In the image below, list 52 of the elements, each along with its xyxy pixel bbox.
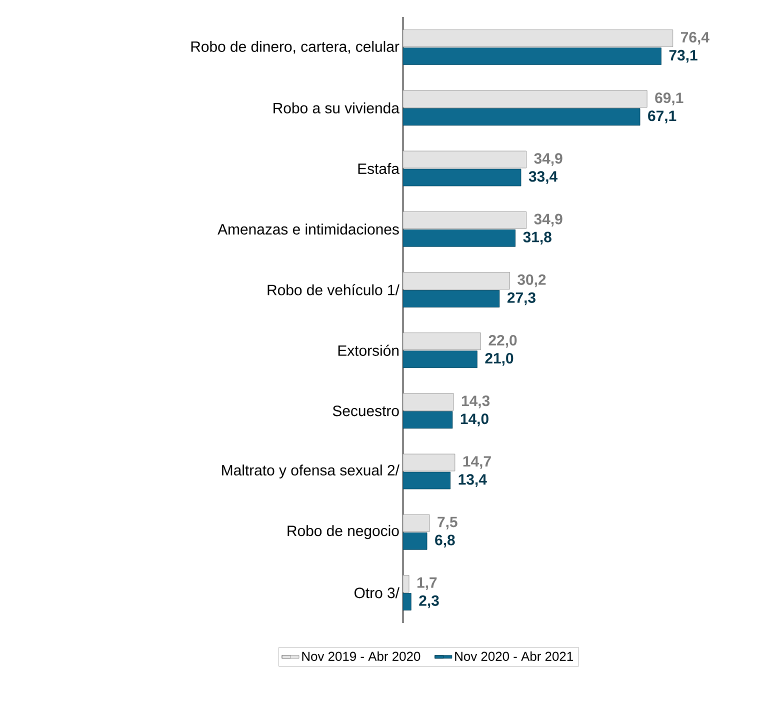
bar	[402, 454, 456, 472]
y-tick-label: Robo de negocio	[288, 525, 399, 540]
y-tick-label: Robo a su vivienda	[274, 102, 400, 114]
data-label: 1,7	[417, 577, 437, 590]
bar	[402, 272, 510, 290]
bar	[402, 532, 428, 550]
y-tick-label: Robo de dinero, cartera, celular	[191, 40, 400, 54]
data-label: 67,1	[648, 110, 676, 124]
bar	[402, 150, 526, 168]
bar	[402, 108, 640, 126]
data-label: 22,0	[488, 334, 517, 348]
data-label: 14,0	[460, 414, 488, 426]
data-label: 6,8	[435, 534, 455, 548]
data-label: 14,3	[462, 396, 490, 408]
bar	[402, 332, 481, 350]
data-label: 21,0	[485, 352, 514, 366]
legend-label: Nov 2019 - Abr 2020	[302, 651, 420, 661]
y-tick-label: Robo de vehículo 1/	[268, 284, 400, 296]
bar	[402, 411, 453, 429]
bar	[402, 90, 648, 108]
y-tick-label: Maltrato y ofensa sexual 2/	[222, 464, 400, 478]
y-tick-label: Secuestro	[332, 406, 399, 416]
data-label: 34,9	[534, 153, 562, 166]
data-label: 69,1	[655, 92, 684, 106]
bar	[402, 393, 454, 411]
bar	[402, 514, 430, 532]
bar	[402, 593, 412, 610]
bar	[402, 350, 478, 368]
data-label: 13,4	[458, 474, 487, 487]
data-label: 14,7	[463, 456, 491, 469]
bar	[402, 48, 662, 66]
bar	[402, 290, 500, 308]
legend-label: Nov 2020 - Abr 2021	[455, 651, 573, 661]
data-label: 33,4	[528, 171, 558, 184]
y-tick-label: Otro 3/	[354, 587, 400, 598]
bar	[402, 168, 522, 186]
bar	[402, 211, 526, 229]
data-label: 7,5	[438, 516, 458, 530]
data-label: 76,4	[681, 32, 710, 45]
y-tick-label: Estafa	[358, 163, 400, 174]
data-label: 73,1	[669, 50, 698, 63]
bar	[402, 575, 410, 592]
data-label: 27,3	[507, 292, 536, 306]
data-label: 30,2	[518, 274, 546, 288]
bar	[402, 472, 451, 490]
y-tick-label: Amenazas e intimidaciones	[218, 224, 399, 235]
data-label: 2,3	[419, 595, 439, 608]
y-tick-label: Extorsión	[338, 344, 399, 356]
bar	[402, 30, 674, 48]
data-label: 34,9	[534, 214, 562, 226]
bar	[402, 229, 516, 247]
data-label: 31,8	[523, 232, 552, 244]
